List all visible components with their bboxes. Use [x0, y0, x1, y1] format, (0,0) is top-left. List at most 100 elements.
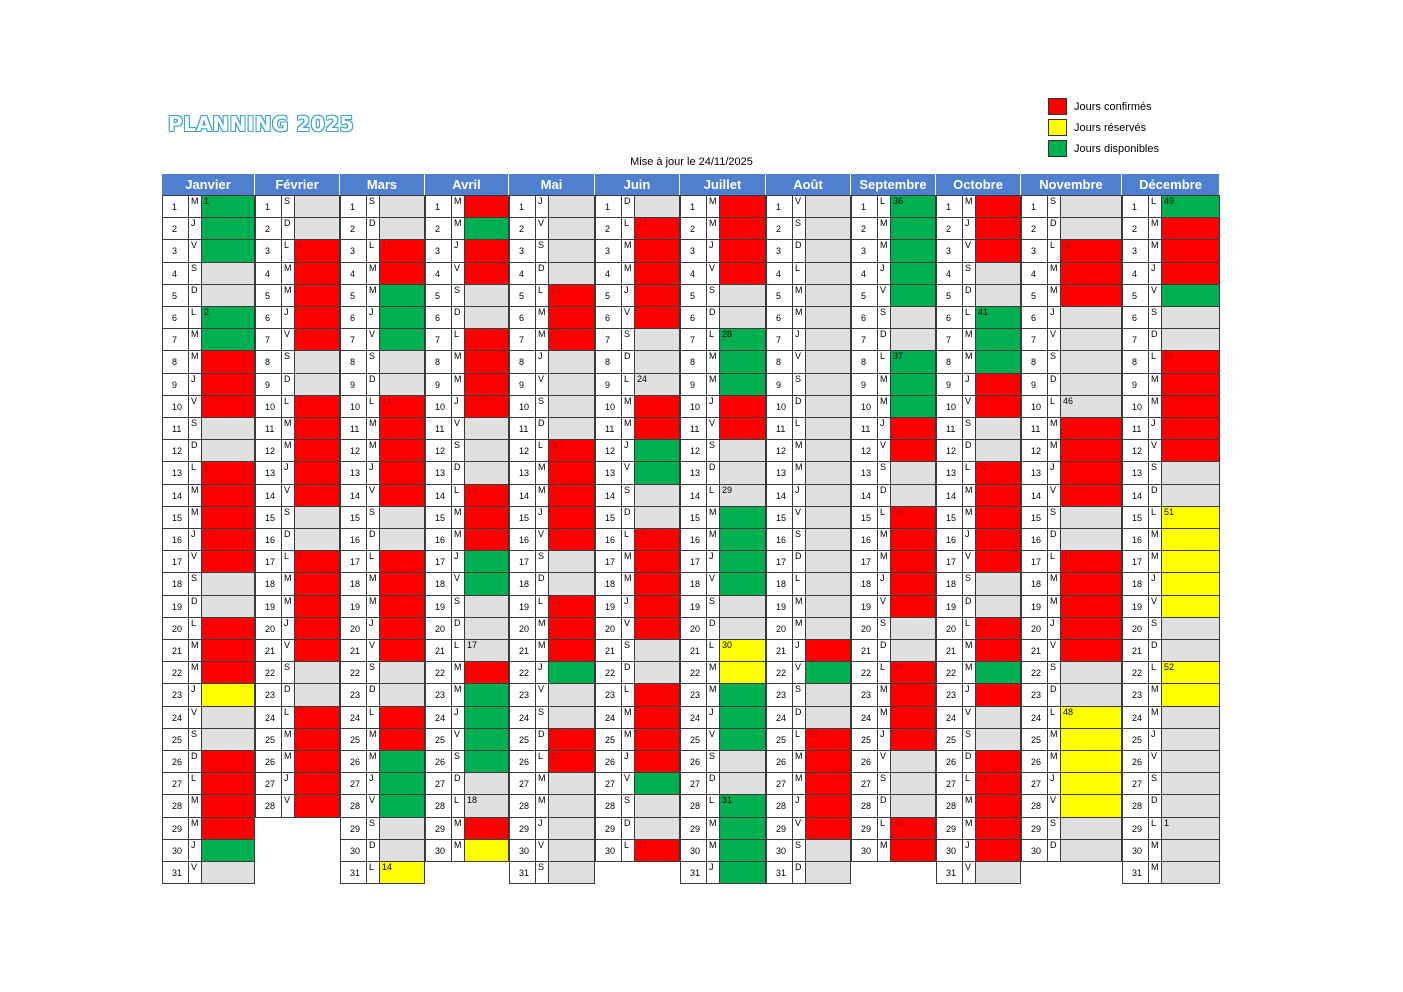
day-status-cell[interactable] [201, 528, 255, 552]
day-status-cell[interactable] [805, 838, 851, 862]
day-status-cell[interactable] [1060, 727, 1122, 751]
day-status-cell[interactable] [975, 639, 1021, 663]
day-status-cell[interactable] [719, 528, 766, 552]
day-status-cell[interactable]: 20 [548, 439, 595, 463]
day-status-cell[interactable] [1060, 639, 1122, 663]
day-status-cell[interactable] [890, 306, 936, 330]
day-status-cell[interactable] [294, 306, 340, 330]
day-status-cell[interactable] [379, 639, 425, 663]
day-status-cell[interactable] [890, 794, 936, 818]
day-status-cell[interactable] [805, 372, 851, 396]
day-status-cell[interactable] [805, 461, 851, 485]
day-status-cell[interactable] [890, 283, 936, 307]
day-status-cell[interactable] [548, 683, 595, 707]
day-status-cell[interactable] [1161, 328, 1220, 352]
day-status-cell[interactable] [379, 750, 425, 774]
day-status-cell[interactable] [805, 572, 851, 596]
day-status-cell[interactable] [294, 594, 340, 618]
day-status-cell[interactable] [890, 550, 936, 574]
day-status-cell[interactable]: 42 [975, 461, 1021, 485]
day-status-cell[interactable]: 18 [464, 794, 509, 818]
day-status-cell[interactable] [548, 861, 595, 885]
day-status-cell[interactable]: 14 [379, 861, 425, 885]
day-status-cell[interactable] [379, 417, 425, 441]
day-status-cell[interactable] [975, 727, 1021, 751]
day-status-cell[interactable]: 16 [464, 483, 509, 507]
day-status-cell[interactable]: 30 [719, 639, 766, 663]
day-status-cell[interactable]: 4 [201, 616, 255, 640]
day-status-cell[interactable] [548, 572, 595, 596]
day-status-cell[interactable] [548, 772, 595, 796]
day-status-cell[interactable] [634, 394, 680, 418]
day-status-cell[interactable] [464, 372, 509, 396]
day-status-cell[interactable] [548, 372, 595, 396]
day-status-cell[interactable] [548, 727, 595, 751]
day-status-cell[interactable] [379, 705, 425, 729]
day-status-cell[interactable] [890, 750, 936, 774]
day-status-cell[interactable] [805, 261, 851, 285]
day-status-cell[interactable] [548, 394, 595, 418]
day-status-cell[interactable] [1161, 550, 1220, 574]
day-status-cell[interactable] [1060, 306, 1122, 330]
day-status-cell[interactable] [975, 838, 1021, 862]
day-status-cell[interactable] [1161, 372, 1220, 396]
day-status-cell[interactable] [719, 594, 766, 618]
day-status-cell[interactable] [975, 394, 1021, 418]
day-status-cell[interactable] [1161, 283, 1220, 307]
day-status-cell[interactable] [890, 372, 936, 396]
day-status-cell[interactable] [548, 239, 595, 263]
day-status-cell[interactable] [201, 594, 255, 618]
day-status-cell[interactable] [379, 816, 425, 840]
day-status-cell[interactable]: 1 [201, 195, 255, 219]
day-status-cell[interactable]: 29 [719, 483, 766, 507]
day-status-cell[interactable] [1161, 572, 1220, 596]
day-status-cell[interactable] [975, 439, 1021, 463]
day-status-cell[interactable] [1161, 217, 1220, 241]
day-status-cell[interactable] [294, 661, 340, 685]
day-status-cell[interactable] [634, 239, 680, 263]
day-status-cell[interactable] [719, 439, 766, 463]
day-status-cell[interactable] [464, 616, 509, 640]
day-status-cell[interactable] [379, 727, 425, 751]
day-status-cell[interactable] [464, 572, 509, 596]
day-status-cell[interactable] [464, 461, 509, 485]
day-status-cell[interactable] [890, 683, 936, 707]
day-status-cell[interactable]: 27 [634, 838, 680, 862]
day-status-cell[interactable] [464, 439, 509, 463]
day-status-cell[interactable] [634, 683, 680, 707]
day-status-cell[interactable] [1161, 772, 1220, 796]
day-status-cell[interactable] [379, 683, 425, 707]
day-status-cell[interactable] [719, 816, 766, 840]
day-status-cell[interactable]: 11 [379, 394, 425, 418]
day-status-cell[interactable] [805, 350, 851, 374]
day-status-cell[interactable] [464, 328, 509, 352]
day-status-cell[interactable] [464, 705, 509, 729]
day-status-cell[interactable] [805, 483, 851, 507]
day-status-cell[interactable] [379, 306, 425, 330]
day-status-cell[interactable] [1161, 705, 1220, 729]
day-status-cell[interactable] [464, 350, 509, 374]
day-status-cell[interactable] [201, 750, 255, 774]
day-status-cell[interactable] [548, 306, 595, 330]
day-status-cell[interactable] [294, 505, 340, 529]
day-status-cell[interactable]: 22 [548, 750, 595, 774]
day-status-cell[interactable] [975, 661, 1021, 685]
day-status-cell[interactable] [379, 528, 425, 552]
day-status-cell[interactable] [1161, 417, 1220, 441]
day-status-cell[interactable] [379, 195, 425, 219]
day-status-cell[interactable]: 46 [1060, 394, 1122, 418]
day-status-cell[interactable]: 41 [975, 306, 1021, 330]
day-status-cell[interactable] [1060, 750, 1122, 774]
day-status-cell[interactable] [634, 439, 680, 463]
day-status-cell[interactable] [379, 505, 425, 529]
day-status-cell[interactable] [379, 283, 425, 307]
day-status-cell[interactable] [294, 727, 340, 751]
day-status-cell[interactable]: 28 [719, 328, 766, 352]
day-status-cell[interactable]: 37 [890, 350, 936, 374]
day-status-cell[interactable] [294, 683, 340, 707]
day-status-cell[interactable] [201, 861, 255, 885]
day-status-cell[interactable] [719, 261, 766, 285]
day-status-cell[interactable] [975, 816, 1021, 840]
day-status-cell[interactable] [1060, 328, 1122, 352]
day-status-cell[interactable] [464, 261, 509, 285]
